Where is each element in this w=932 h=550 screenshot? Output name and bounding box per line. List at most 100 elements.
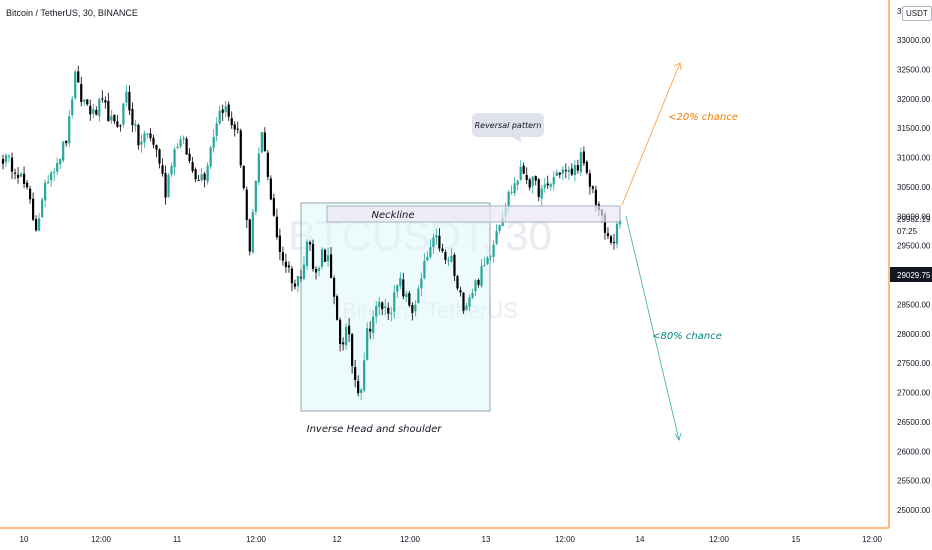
candle-down [197,179,200,181]
candle-down [245,189,248,220]
candle-down [95,109,98,115]
candle-down [80,83,83,102]
candle-down [612,242,616,244]
candle-up [579,152,582,173]
candle-up [68,116,71,144]
candle-down [477,280,480,285]
candle-down [119,125,122,127]
candle-up [489,256,492,258]
candle-up [98,99,101,117]
candle-up [209,147,212,167]
candle-up [56,162,59,172]
candle-down [152,137,155,145]
candle-up [414,304,417,312]
candle-down [348,325,351,335]
candle-up [366,328,369,360]
down-projection-arrow[interactable] [625,215,682,442]
candle-up [218,110,221,124]
candle-up [62,141,65,161]
candle-up [110,116,113,121]
candle-up [573,165,576,176]
price-tick-label: 33000.00 [897,36,931,45]
candle-down [576,165,579,171]
candle-down [272,198,275,216]
candle-up [74,71,77,99]
candle-down [203,173,206,180]
candle-down [335,296,339,320]
candle-up [38,218,41,231]
candle-up [50,172,53,181]
candle-down [137,124,140,146]
currency-button[interactable]: USDT [902,6,932,21]
candle-down [22,173,26,184]
price-tick-label: 28500.00 [897,300,931,309]
candle-down [546,183,549,186]
reversal-callout[interactable]: Reversal pattern [472,113,544,143]
candle-up [420,278,423,289]
price-tick-label: 29500.00 [897,242,931,251]
time-tick-label: 12:00 [555,535,576,544]
price-tick-label: 31500.00 [897,124,931,133]
price-tick-label: 32500.00 [897,65,931,74]
time-tick-label: 12:00 [400,535,421,544]
candle-down [113,114,116,122]
candle-up [59,159,62,164]
candle-down [227,104,230,117]
candle-down [603,214,607,233]
time-tick-label: 12:00 [862,535,883,544]
price-tick-label: 32000.00 [897,95,931,104]
candle-down [570,168,573,175]
candle-up [140,141,143,145]
candle-down [387,307,390,314]
candle-up [173,149,176,168]
candle-down [408,293,411,306]
candle-up [125,91,128,103]
time-tick-label: 15 [792,535,801,544]
pattern-box[interactable] [300,202,491,412]
candle-down [606,233,610,237]
candle-up [567,169,570,172]
candle-down [194,169,197,180]
candle-up [393,292,396,312]
current-price-label: 29982.19 [897,215,931,224]
candle-up [465,305,468,310]
time-tick-label: 12:00 [91,535,112,544]
candle-down [323,250,327,262]
candle-down [236,128,239,130]
candle-up [71,99,74,116]
candle-up [468,297,471,307]
neckline-zone[interactable] [326,205,621,223]
price-axis[interactable]: 33000.00 32500.00 32000.00 31500.00 31000.00… [897,7,931,515]
candle-up [224,106,227,113]
up-chance-label: <20% chance [668,112,738,123]
candle-up [326,255,330,262]
candle-down [65,140,68,144]
time-tick-label: 10 [20,535,29,544]
candle-up [372,316,375,334]
candle-up [405,293,408,298]
candle-down [77,71,80,83]
candle-up [615,223,619,244]
candle-up [480,266,483,287]
candle-down [456,276,459,289]
candle-down [281,252,285,261]
price-tick-label: 31000.00 [897,154,931,163]
candle-up [429,247,432,258]
time-axis[interactable]: 10 12:00 11 12:00 12 12:00 13 12:00 14 12:00 15 12:… [20,535,883,544]
candle-up [251,211,254,253]
price-tick-label: 26500.00 [897,418,931,427]
up-projection-arrow[interactable] [621,62,682,206]
candle-down [13,172,17,174]
candle-down [369,328,372,332]
price-tick-label-partial: 3 [897,7,902,16]
down-chance-label: <80% chance [652,331,722,342]
candle-down [164,173,167,198]
candle-down [351,334,354,367]
candle-down [239,130,242,166]
candle-down [357,380,360,394]
candle-up [540,188,543,199]
candle-up [47,181,50,184]
candle-down [221,109,224,114]
candle-up [215,123,218,136]
